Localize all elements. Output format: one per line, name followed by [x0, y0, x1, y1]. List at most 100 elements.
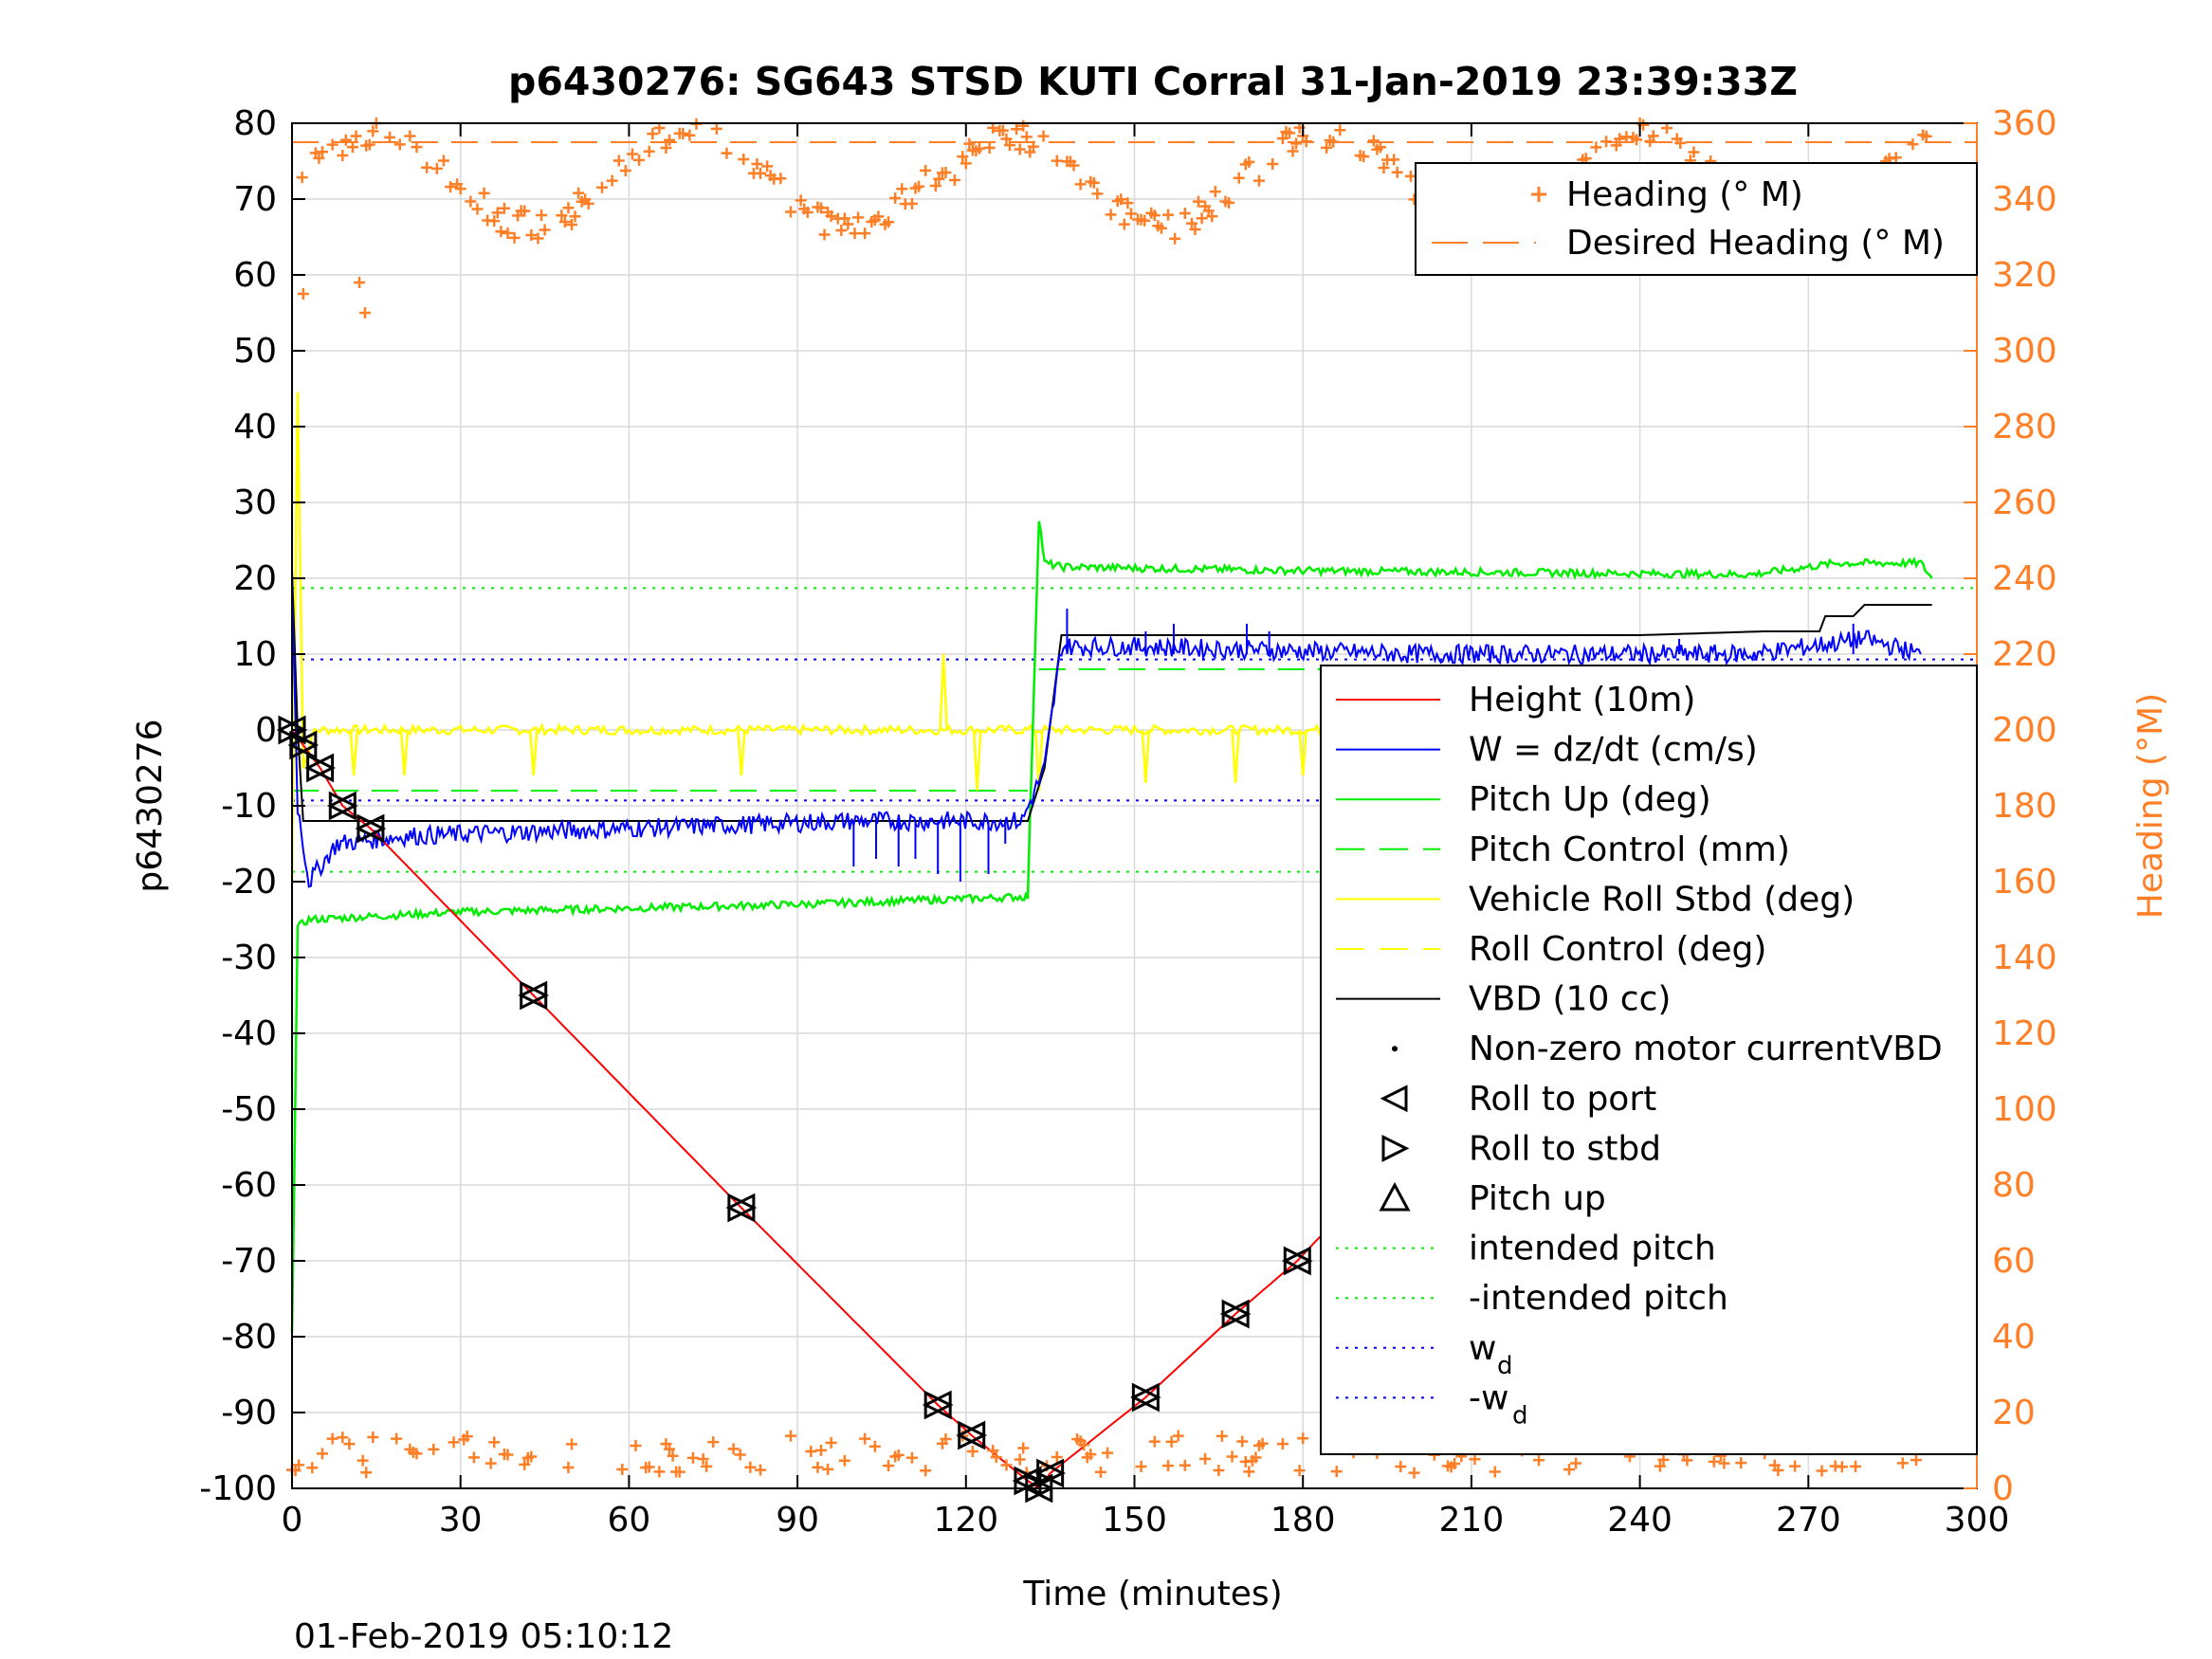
legend-main: Height (10m) W = dz/dt (cm/s) Pitch Up (de…: [1320, 665, 1978, 1455]
heading-point: [1647, 130, 1659, 142]
heading-point: [1189, 223, 1201, 235]
y2-tick-label: 20: [1992, 1394, 2036, 1432]
heading-point: [1718, 1457, 1730, 1469]
y-tick-label: -90: [221, 1394, 277, 1432]
heading-point: [339, 134, 352, 146]
heading-point: [565, 219, 577, 231]
y-tick-label: 20: [233, 559, 277, 598]
heading-point: [1735, 1457, 1747, 1469]
x-tick-label: 210: [1439, 1501, 1505, 1540]
heading-point: [1236, 1435, 1249, 1448]
heading-point: [1155, 222, 1167, 234]
roll-spike: [972, 729, 982, 792]
heading-point: [653, 122, 666, 135]
heading-point: [1074, 178, 1087, 191]
heading-point: [1037, 130, 1050, 142]
roll-spike: [939, 653, 948, 731]
heading-point: [1532, 1454, 1545, 1467]
heading-point: [562, 1461, 575, 1473]
heading-point: [933, 173, 945, 185]
heading-point: [842, 218, 854, 230]
legend-dot-icon: [1392, 1046, 1398, 1052]
heading-point: [872, 210, 885, 223]
chart-title: p6430276: SG643 STSD KUTI Corral 31-Jan-…: [508, 59, 1798, 104]
heading-point: [1020, 131, 1033, 143]
heading-point: [1378, 161, 1390, 173]
heading-point: [519, 205, 531, 217]
heading-point: [343, 1438, 356, 1450]
legend-subscript: d: [1512, 1401, 1528, 1430]
y2-tick-label: 160: [1992, 863, 2057, 902]
heading-point: [710, 122, 722, 135]
heading-point: [697, 1453, 709, 1465]
heading-point: [502, 1449, 514, 1461]
heading-point: [883, 216, 895, 228]
heading-point: [1011, 123, 1023, 136]
heading-point: [1148, 1435, 1161, 1448]
heading-point: [350, 130, 362, 142]
heading-point: [633, 154, 646, 166]
y2-tick-label: 80: [1992, 1166, 2036, 1205]
roll-spike: [1231, 729, 1240, 784]
heading-point: [801, 206, 814, 218]
heading-point: [1570, 1457, 1582, 1469]
heading-point: [784, 206, 796, 218]
heading-point: [1890, 152, 1902, 164]
heading-point: [306, 1462, 319, 1474]
heading-point: [539, 224, 551, 236]
legend-roll-stbd-icon: [1381, 1134, 1410, 1162]
y2-tick-label: 40: [1992, 1318, 2036, 1357]
heading-point: [525, 228, 538, 241]
heading-point: [664, 1443, 676, 1455]
y-tick-label: 60: [233, 256, 277, 295]
heading-point: [1256, 1437, 1269, 1449]
y2-tick-label: 120: [1992, 1014, 2057, 1053]
heading-point: [606, 174, 618, 187]
roll-to-stbd-marker: [1221, 1299, 1252, 1329]
legend-heading-entry: Heading (° M): [1566, 175, 1803, 214]
heading-point: [519, 1458, 531, 1470]
heading-point: [1000, 133, 1013, 145]
heading-point: [822, 1463, 834, 1475]
heading-point: [1179, 208, 1191, 220]
heading-point: [535, 210, 547, 222]
heading-point: [755, 167, 767, 179]
heading-point: [1122, 197, 1134, 210]
roll-to-stbd-marker: [1131, 1382, 1161, 1413]
heading-point: [974, 142, 986, 155]
heading-point: [363, 138, 375, 151]
heading-point: [630, 1439, 642, 1451]
heading-point: [1139, 214, 1151, 227]
heading-point: [990, 1451, 1002, 1464]
legend-entry: Roll to stbd: [1469, 1129, 1661, 1168]
roll-to-stbd-marker: [923, 1390, 954, 1420]
heading-point: [1193, 195, 1205, 208]
heading-point: [1243, 1466, 1255, 1478]
legend-heading-entry: Desired Heading (° M): [1566, 224, 1945, 263]
y2-tick-label: 320: [1992, 256, 2057, 295]
heading-point: [454, 183, 466, 195]
heading-point: [1226, 1450, 1238, 1463]
y-tick-label: 40: [233, 408, 277, 447]
heading-point: [859, 1432, 871, 1445]
heading-point: [1590, 141, 1602, 154]
roll-to-stbd-marker: [289, 730, 320, 760]
heading-point: [1681, 1454, 1693, 1467]
heading-point: [660, 142, 672, 155]
heading-point: [1408, 1467, 1420, 1479]
heading-point: [582, 197, 594, 210]
heading-point: [508, 231, 521, 244]
heading-point: [849, 228, 861, 240]
legend-heading-plus-icon: [1531, 187, 1546, 202]
heading-point: [673, 1466, 686, 1478]
x-tick-label: 150: [1102, 1501, 1167, 1540]
heading-point: [1216, 1430, 1228, 1442]
heading-point: [960, 157, 972, 170]
heading-point: [838, 1454, 850, 1467]
legend-entry: Pitch Control (mm): [1469, 830, 1790, 869]
roll-spike: [399, 729, 410, 776]
heading-point: [686, 1451, 699, 1464]
heading-point: [1078, 1439, 1090, 1451]
heading-point: [626, 148, 638, 160]
y-tick-label: -20: [221, 863, 277, 902]
